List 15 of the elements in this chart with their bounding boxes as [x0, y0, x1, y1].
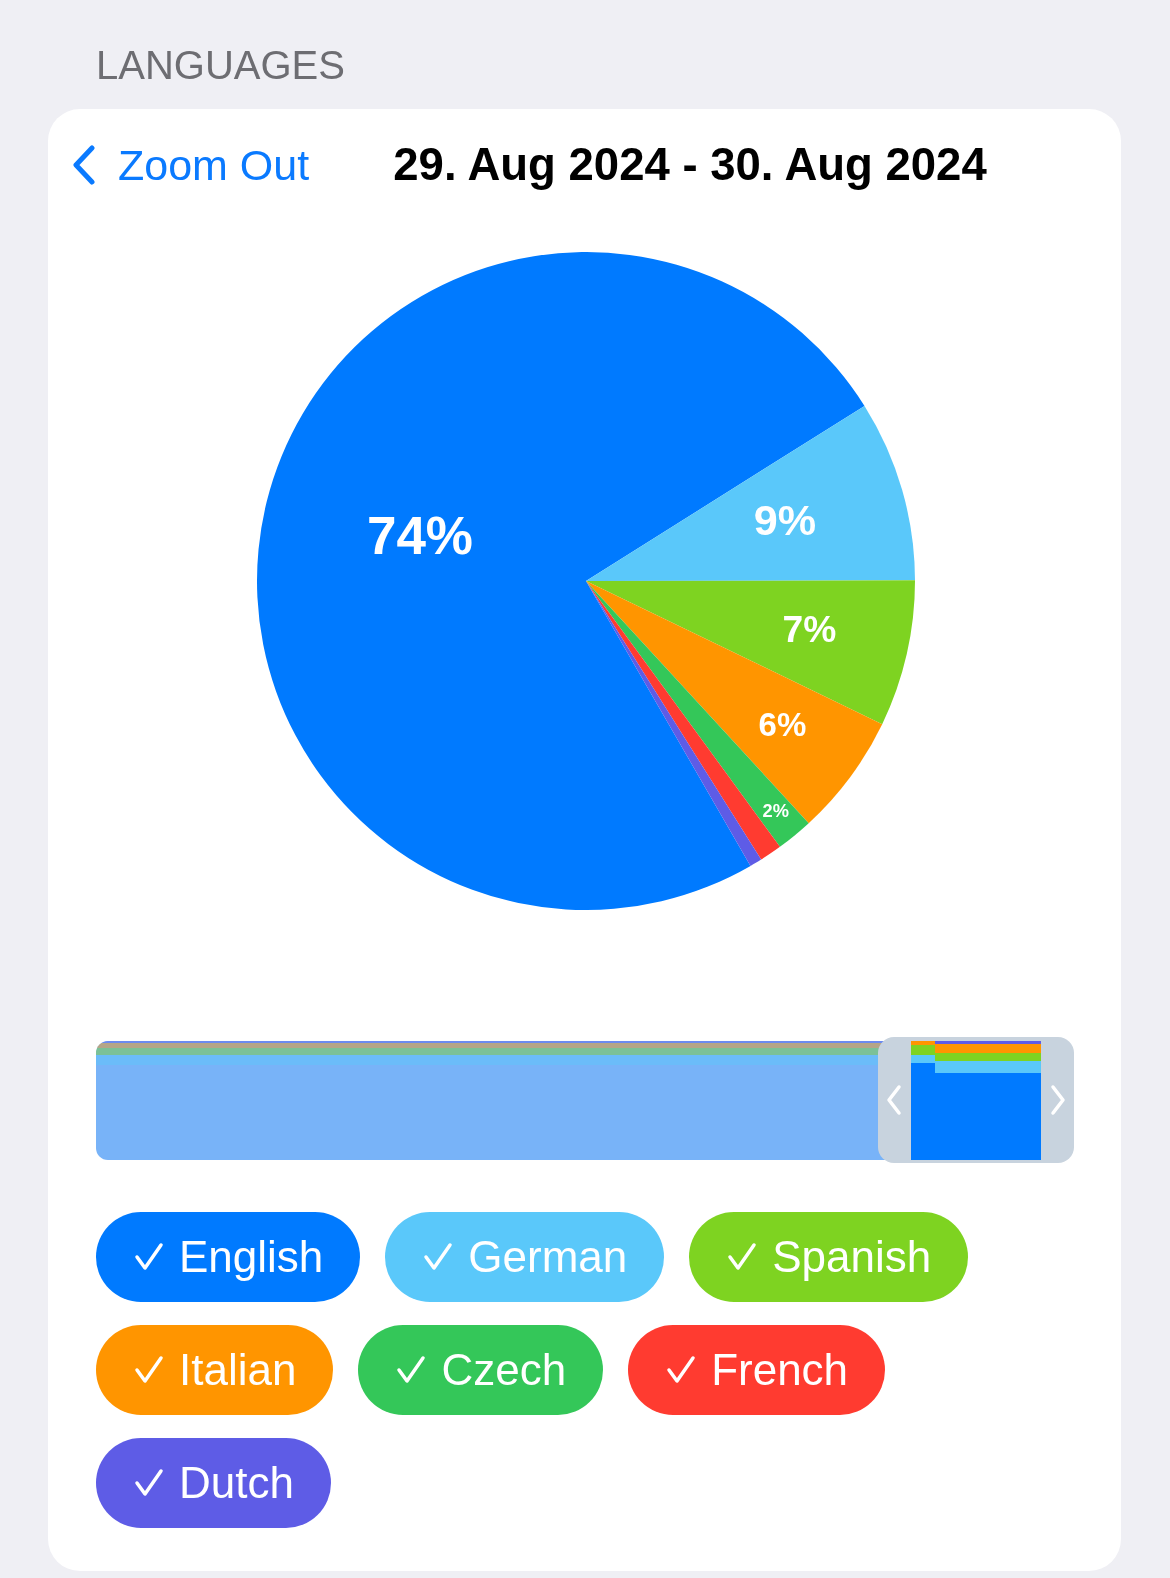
data-label: 74% [366, 506, 473, 566]
legend-label: Italian [179, 1345, 297, 1395]
data-label: 9% [753, 496, 817, 545]
chart-subtitle: 29. Aug 2024 - 30. Aug 2024 [392, 139, 988, 190]
legend-label: English [179, 1232, 324, 1282]
legend-label: French [711, 1345, 849, 1395]
legend-label: Spanish [772, 1232, 932, 1282]
data-label: 2% [762, 800, 789, 822]
legend-label: German [468, 1232, 628, 1282]
data-label: 7% [782, 608, 837, 651]
legend-label: Dutch [179, 1458, 294, 1508]
legend-label: Czech [441, 1345, 567, 1395]
text: Zoom Out [118, 140, 310, 190]
chart-title: LANGUAGES [96, 42, 345, 88]
data-label: 6% [758, 705, 807, 743]
